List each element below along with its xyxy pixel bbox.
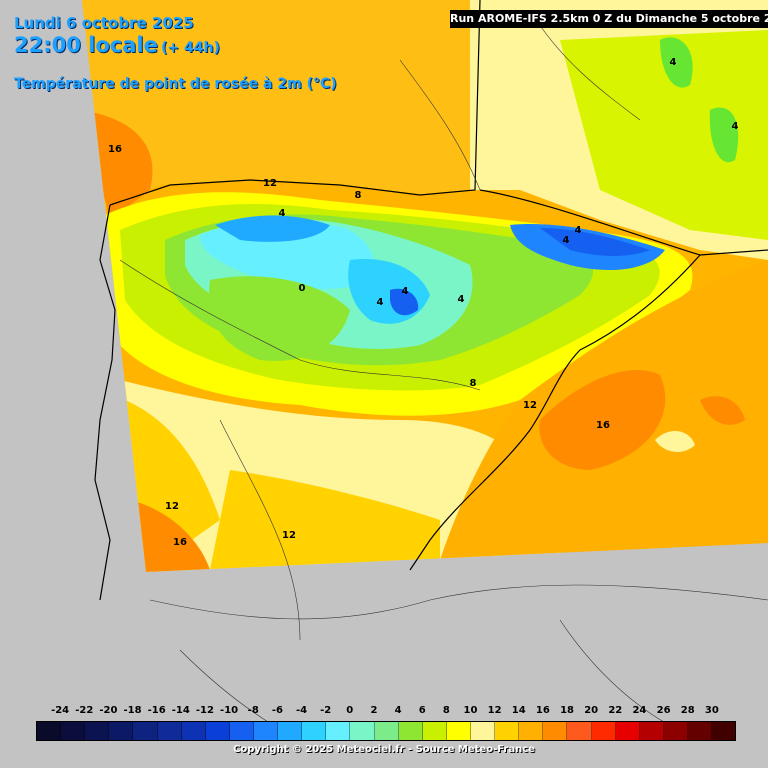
legend-swatch — [278, 722, 303, 740]
legend-bar — [36, 721, 736, 741]
legend-swatch — [61, 722, 86, 740]
legend-tick-label: 24 — [632, 705, 647, 716]
contour-label: 4 — [402, 286, 409, 297]
legend-tick-label: 16 — [535, 705, 550, 716]
legend-tick-label: -12 — [195, 705, 214, 716]
legend-swatch — [446, 722, 471, 740]
contour-label: 4 — [279, 208, 286, 219]
legend-tick-label: 10 — [463, 705, 478, 716]
contour-label: 4 — [563, 235, 570, 246]
legend-swatch — [639, 722, 664, 740]
legend-swatch — [157, 722, 182, 740]
color-legend: -24 -22 -20 -18 -16 -14 -12 -10 -8 -6 -4 -2 0 2 4 6 8 10 1… — [36, 705, 736, 741]
contour-label: 4 — [670, 57, 677, 68]
legend-swatch — [495, 722, 520, 740]
legend-swatch — [398, 722, 423, 740]
contour-label: 4 — [377, 297, 384, 308]
contour-label: 16 — [596, 420, 610, 431]
legend-swatch — [85, 722, 110, 740]
legend-tick-label: 2 — [370, 705, 378, 716]
legend-swatch — [567, 722, 592, 740]
contour-label: 16 — [173, 537, 187, 548]
legend-tick-label: -4 — [295, 705, 308, 716]
legend-tick-label: 4 — [394, 705, 402, 716]
legend-tick-label: -16 — [147, 705, 166, 716]
contour-label: 12 — [263, 178, 277, 189]
legend-swatch — [133, 722, 158, 740]
legend-tick-label: 0 — [346, 705, 354, 716]
legend-swatch — [687, 722, 713, 740]
legend-tick-label: 18 — [560, 705, 574, 716]
contour-label: 12 — [282, 530, 296, 541]
legend-tick-label: -18 — [123, 705, 142, 716]
contour-label: 8 — [355, 190, 362, 201]
legend-swatch — [181, 722, 206, 740]
legend-swatch — [543, 722, 568, 740]
legend-tick-label: -2 — [320, 705, 332, 716]
legend-swatch — [37, 722, 62, 740]
legend-swatch — [712, 722, 736, 740]
legend-tick-label: -14 — [171, 705, 190, 716]
legend-tick-label: -24 — [51, 705, 70, 716]
legend-swatch — [470, 722, 496, 740]
parameter-title: Température de point de rosée à 2m (°C) — [14, 76, 337, 92]
legend-swatch — [615, 722, 640, 740]
legend-swatch — [205, 722, 230, 740]
legend-tick-label: -10 — [220, 705, 239, 716]
legend-swatch — [422, 722, 447, 740]
legend-swatch — [374, 722, 399, 740]
legend-swatch — [591, 722, 616, 740]
legend-swatch — [326, 722, 351, 740]
legend-tick-label: 26 — [656, 705, 671, 716]
contour-label: 8 — [470, 378, 477, 389]
legend-swatch — [229, 722, 254, 740]
contour-label: 12 — [523, 400, 537, 411]
legend-tick-label: 12 — [487, 705, 502, 716]
legend-tick-label: 20 — [584, 705, 599, 716]
legend-tick-label: 28 — [680, 705, 695, 716]
legend-swatch — [519, 722, 544, 740]
legend-swatch — [663, 722, 688, 740]
legend-swatch — [302, 722, 327, 740]
legend-tick-label: -8 — [247, 705, 259, 716]
coastlines — [94, 0, 768, 601]
contour-label: 4 — [458, 294, 465, 305]
legend-swatch — [253, 722, 279, 740]
legend-tick-label: 6 — [418, 705, 426, 716]
forecast-date: Lundi 6 octobre 2025 — [14, 14, 194, 32]
legend-tick-label: 8 — [442, 705, 450, 716]
legend-swatch — [350, 722, 375, 740]
legend-tick-label: 14 — [511, 705, 526, 716]
forecast-time: 22:00 locale — [14, 33, 158, 57]
legend-tick-label: -20 — [99, 705, 118, 716]
contour-label: 4 — [732, 121, 739, 132]
contour-label: 0 — [299, 283, 306, 294]
copyright-text: Copyright © 2025 Meteociel.fr - Source M… — [233, 744, 535, 755]
legend-tick-label: 30 — [704, 705, 719, 716]
contour-label: 12 — [165, 501, 179, 512]
borders — [119, 9, 768, 741]
legend-tick-label: 22 — [608, 705, 623, 716]
contour-label: 4 — [575, 225, 582, 236]
contour-label: 16 — [108, 144, 122, 155]
run-label: Run AROME-IFS 2.5km 0 Z du Dimanche 5 oc… — [450, 10, 768, 28]
legend-tick-label: -6 — [271, 705, 283, 716]
legend-tick-label: -22 — [75, 705, 94, 716]
legend-swatch — [109, 722, 134, 740]
lead-time: (+ 44h) — [161, 40, 220, 56]
